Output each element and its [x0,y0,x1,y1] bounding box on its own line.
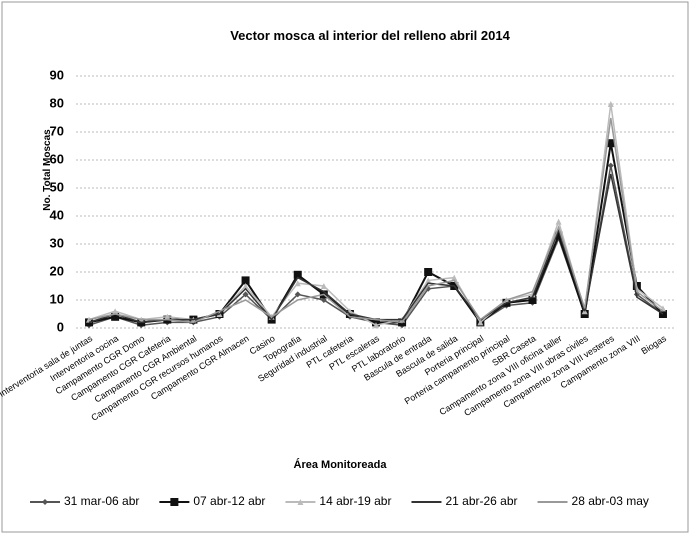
point [425,277,432,284]
point [42,499,48,505]
point [297,499,304,505]
y-axis-title: No. Total Moscas [42,129,53,211]
point [607,101,614,107]
point [529,291,536,298]
point [373,322,379,329]
point [320,297,327,303]
series-line [88,117,664,324]
y-tick-label: 30 [50,235,64,250]
point [555,218,562,225]
point [164,313,171,320]
y-tick-label: 80 [50,95,64,110]
point [606,139,615,148]
y-tick-label: 60 [50,151,64,166]
y-tick-label: 10 [50,291,64,306]
point [112,308,119,315]
point [242,283,249,289]
y-tick-label: 20 [50,263,64,278]
legend-label: 14 abr-19 abr [319,494,391,508]
point [294,291,301,298]
point [242,291,249,298]
point [241,276,250,285]
point [451,274,458,281]
x-axis-title: Área Monitoreada [294,458,388,471]
point [320,283,327,289]
legend-label: 28 abr-03 may [572,494,649,508]
y-tick-label: 40 [50,207,64,222]
point [424,268,433,276]
point [294,280,301,287]
chart-frame [1,1,689,533]
legend-label: 31 mar-06 abr [64,494,139,508]
point [607,162,614,169]
y-tick-label: 90 [50,67,64,82]
point [477,319,484,326]
y-tick-label: 50 [50,179,64,194]
chart-title: Vector mosca al interior del relleno abr… [230,28,510,43]
point [170,498,179,506]
point [111,312,120,321]
point [528,296,537,304]
y-tick-label: 0 [57,319,64,334]
y-tick-label: 70 [50,123,64,138]
legend-label: 21 abr-26 abr [445,494,517,508]
point [554,231,563,240]
point [293,270,302,279]
legend-label: 07 abr-12 abr [193,494,265,508]
